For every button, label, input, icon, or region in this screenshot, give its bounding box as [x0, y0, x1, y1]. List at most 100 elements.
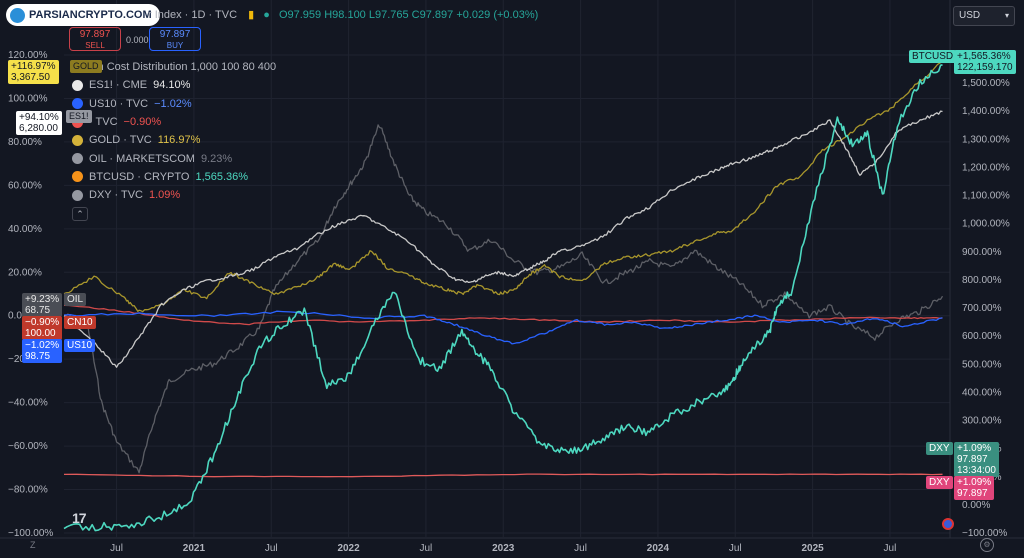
legend-row[interactable]: BTCUSD · CRYPTO 1,565.36%	[72, 168, 276, 186]
series-legend: ion Cost Distribution 1,000 100 80 400 ES…	[72, 58, 276, 223]
tradingview-logo-icon[interactable]: 17	[72, 510, 87, 526]
buy-label: BUY	[166, 41, 184, 50]
legend-row[interactable]: GOLD · TVC 116.97%	[72, 131, 276, 149]
settings-gear-icon[interactable]: ⚙	[980, 538, 994, 552]
market-status-icon: ●	[263, 9, 270, 21]
left-axis-tick: 60.00%	[8, 180, 42, 191]
series-line-es1	[63, 110, 943, 368]
parsiancrypto-logo-icon	[10, 7, 25, 23]
legend-series-value: 94.10%	[153, 79, 191, 92]
right-axis-tick: 0.00%	[962, 500, 990, 511]
dxy-top-tag: +1.09% 97.897 13:34:00	[954, 442, 999, 477]
cn10-tag-pct: −0.90%	[25, 317, 60, 328]
buy-price: 97.897	[159, 29, 191, 40]
dxy-top-pct: +1.09%	[957, 443, 992, 454]
legend-series-name: ES1! · CME	[89, 79, 148, 92]
legend-series-value: −1.02%	[154, 97, 192, 110]
us-flag-icon[interactable]	[942, 518, 954, 530]
legend-series-name: GOLD · TVC	[89, 134, 152, 147]
plot-background	[64, 0, 950, 538]
legend-series-icon	[72, 171, 83, 183]
btc-tag: +1,565.36% 122,159.170	[954, 50, 1016, 74]
es-badge: ES1!	[66, 110, 92, 123]
left-axis-tick: −100.00%	[8, 528, 53, 539]
right-axis-tick: 900.00%	[962, 247, 1002, 258]
sell-label: SELL	[85, 41, 105, 50]
series-line-dxy	[63, 473, 943, 478]
oil-tag-price: 68.75	[25, 305, 51, 316]
oil-badge: OIL	[64, 293, 87, 306]
legend-series-value: 116.97%	[157, 134, 201, 147]
series-line-cn10	[63, 304, 943, 326]
es-tag: +94.10% 6,280.00	[16, 111, 62, 135]
time-axis-tick: 2023	[492, 543, 515, 554]
legend-series-name: BTCUSD · CRYPTO	[89, 170, 190, 183]
legend-row[interactable]: OIL · MARKETSCOM 9.23%	[72, 149, 276, 167]
time-axis[interactable]: Jul 2021 Jul 2022 Jul 2023 Jul 2024 Jul 2025 Jul	[110, 543, 896, 554]
time-axis-tick: Jul	[574, 543, 587, 554]
lightning-icon: ▮	[248, 9, 255, 21]
oil-tag: +9.23% 68.75	[22, 293, 63, 317]
legend-row[interactable]: US10 · TVC −1.02%	[72, 95, 276, 113]
sell-price: 97.897	[79, 29, 111, 40]
legend-row[interactable]: ES1! · CME 94.10%	[72, 76, 276, 94]
currency-select[interactable]: USD ▾	[953, 6, 1015, 26]
spread-value: 0.000	[126, 35, 149, 45]
legend-series-icon	[72, 153, 83, 165]
us10-badge: US10	[64, 339, 96, 352]
right-axis-tick: 1,000.00%	[962, 219, 1010, 230]
legend-row[interactable]: DXY · TVC 1.09%	[72, 186, 276, 204]
legend-series-icon	[72, 98, 83, 110]
time-axis-tick: Jul	[110, 543, 123, 554]
right-axis-tick: 800.00%	[962, 275, 1002, 286]
time-axis-tick: 2022	[337, 543, 360, 554]
time-axis-tick: 2024	[647, 543, 670, 554]
time-axis-tick: Jul	[265, 543, 278, 554]
dxy-bottom-badge: DXY	[926, 476, 953, 489]
right-axis-tick: 600.00%	[962, 331, 1002, 342]
legend-series-value: 9.23%	[200, 152, 233, 165]
dxy-top-badge: DXY	[926, 442, 953, 455]
right-axis-tick: 1,200.00%	[962, 162, 1010, 173]
chevron-down-icon: ▾	[1004, 11, 1009, 20]
right-axis-tick: 1,500.00%	[962, 78, 1010, 89]
cn10-tag-price: 100.00	[25, 328, 56, 339]
legend-row[interactable]: · TVC −0.90%	[72, 113, 276, 131]
legend-series-name: ion Cost Distribution 1,000 100 80 400	[89, 61, 277, 74]
oil-tag-pct: +9.23%	[25, 294, 60, 305]
right-axis-tick: −100.00%	[962, 528, 1007, 539]
legend-row[interactable]: ion Cost Distribution 1,000 100 80 400	[72, 58, 276, 76]
sell-button[interactable]: 97.897 SELL	[69, 27, 121, 51]
us10-tag: −1.02% 98.75	[22, 339, 63, 363]
time-axis-tick: Jul	[729, 543, 742, 554]
legend-series-icon	[72, 79, 83, 91]
legend-series-value: −0.90%	[123, 116, 162, 129]
symbol-title[interactable]: r Index · 1D · TVC	[148, 9, 238, 21]
legend-series-icon	[72, 189, 83, 201]
btc-badge: BTCUSD	[909, 50, 957, 63]
es-tag-pct: +94.10%	[19, 112, 59, 123]
left-axis-tick: −80.00%	[8, 485, 48, 496]
legend-series-icon	[72, 134, 83, 146]
series-line-btcusd	[63, 64, 943, 532]
dxy-top-price: 97.897	[957, 454, 988, 465]
dxy-bottom-price: 97.897	[957, 488, 988, 499]
series-line-gold	[63, 60, 943, 313]
es-tag-price: 6,280.00	[19, 123, 58, 134]
chart-grid	[0, 0, 1024, 539]
gold-tag-price: 3,367.50	[11, 72, 50, 83]
us10-tag-pct: −1.02%	[25, 340, 60, 351]
time-axis-tick: 2025	[801, 543, 824, 554]
legend-series-value: 1,565.36%	[195, 170, 249, 183]
left-axis-tick: −60.00%	[8, 441, 48, 452]
zoom-icon[interactable]: Z	[30, 540, 36, 550]
time-axis-tick: Jul	[420, 543, 433, 554]
right-axis-tick: 1,400.00%	[962, 106, 1010, 117]
collapse-legend-icon[interactable]: ⌃	[72, 206, 88, 221]
buy-button[interactable]: 97.897 BUY	[149, 27, 201, 51]
left-axis-tick: 40.00%	[8, 224, 42, 235]
logo-text: PARSIANCRYPTO.COM	[29, 9, 152, 21]
legend-series-name: US10 · TVC	[89, 97, 149, 110]
parsiancrypto-logo: PARSIANCRYPTO.COM	[6, 4, 160, 26]
